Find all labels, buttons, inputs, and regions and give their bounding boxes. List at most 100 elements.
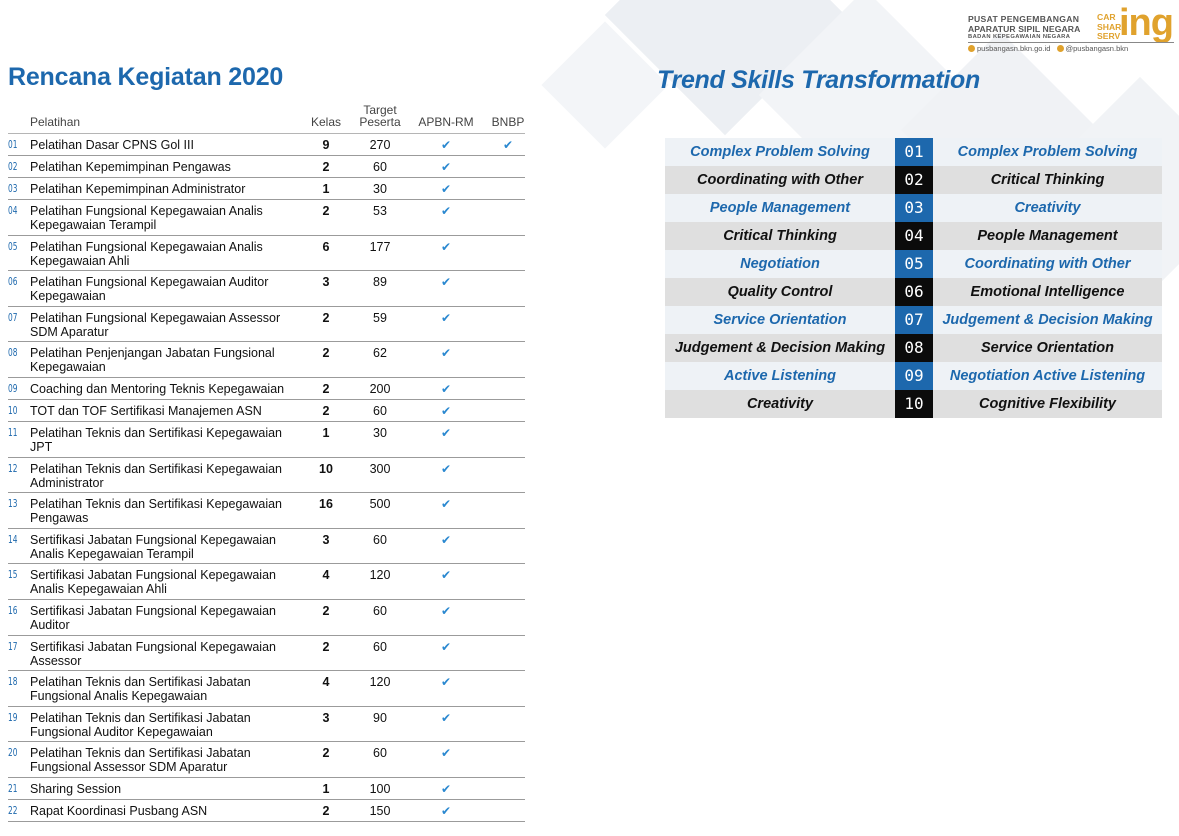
pelatihan-name-line1: Pelatihan Fungsional Kepegawaian Assesso…: [30, 310, 281, 325]
kelas-value: 2: [322, 204, 330, 218]
pelatihan-name-line1: Rapat Koordinasi Pusbang ASN: [30, 803, 208, 818]
logo-line3: BADAN KEPEGAWAIAN NEGARA: [968, 34, 1071, 40]
rank-number: 04: [895, 222, 933, 250]
kelas-value: 2: [322, 639, 330, 654]
skill-2020: Critical Thinking: [933, 166, 1162, 194]
target-value: 60: [373, 160, 387, 174]
pelatihan-name-line1: Pelatihan Teknis dan Sertifikasi Kepegaw…: [30, 461, 283, 476]
row-number: 05: [8, 239, 18, 253]
skill-2020: Negotiation Active Listening: [933, 362, 1162, 390]
header-bnbp: BNBP: [491, 115, 525, 129]
apbn-check-icon: ✔: [440, 381, 452, 396]
header-target: Target Peserta: [354, 104, 406, 128]
pelatihan-name-line2: Kepegawaian: [30, 289, 106, 304]
apbn-check-icon: ✔: [440, 497, 452, 512]
trend-row: Coordinating with Other 02 Critical Thinki…: [665, 166, 1162, 194]
target-value: 59: [373, 310, 387, 325]
target-value: 62: [373, 346, 387, 361]
apbn-check-icon: ✔: [440, 532, 452, 547]
pelatihan-name-line1: Pelatihan Teknis dan Sertifikasi Kepegaw…: [30, 425, 283, 440]
social-link[interactable]: @pusbangasn.bkn: [1065, 44, 1129, 53]
pelatihan-name-line2: Fungsional Analis Kepegawaian: [30, 689, 208, 704]
pelatihan-name: Pelatihan Dasar CPNS Gol III: [30, 138, 300, 152]
row-number: 12: [8, 461, 18, 475]
logo-stack-serv: SERV: [1097, 31, 1121, 42]
table-row: 18 Pelatihan Teknis dan Sertifikasi Jabat…: [8, 671, 525, 707]
kelas-value: 1: [322, 182, 330, 196]
trend-row: Creativity 10 Cognitive Flexibility: [665, 390, 1162, 418]
table-row: 16 Sertifikasi Jabatan Fungsional Kepegaw…: [8, 600, 525, 636]
target-value: 60: [373, 403, 387, 418]
pelatihan-name: Pelatihan Kepemimpinan Pengawas: [30, 160, 300, 174]
target-value: 100: [369, 781, 391, 796]
pelatihan-name-line2: JPT: [30, 439, 53, 454]
kelas-value: 4: [322, 568, 330, 583]
row-number: 16: [8, 603, 18, 617]
table-row: 01 Pelatihan Dasar CPNS Gol III 9 270 ✔ ✔: [8, 134, 525, 156]
row-number: 14: [8, 532, 18, 546]
apbn-check-icon: ✔: [440, 710, 452, 725]
rank-number: 01: [895, 138, 933, 166]
logo-links: pusbangasn.bkn.go.id @pusbangasn.bkn: [968, 44, 1128, 53]
pelatihan-name-line2: Kepegawaian Ahli: [30, 253, 130, 268]
kelas-value: 3: [322, 275, 330, 290]
pelatihan-name-line2: Analis Kepegawaian Terampil: [30, 546, 194, 561]
row-number: 03: [8, 182, 18, 195]
rank-number: 02: [895, 166, 933, 194]
pelatihan-name: Pelatihan Teknis dan Sertifikasi Kepegaw…: [30, 462, 300, 490]
target-value: 500: [369, 497, 391, 512]
row-number: 08: [8, 346, 18, 360]
kelas-value: 1: [322, 781, 330, 796]
target-value: 150: [369, 803, 391, 818]
pelatihan-name-line1: Pelatihan Teknis dan Sertifikasi Jabatan: [30, 746, 251, 761]
row-number: 18: [8, 675, 18, 689]
header-pelatihan: Pelatihan: [30, 115, 81, 129]
header-target-line1: Target: [363, 103, 397, 117]
row-number: 15: [8, 568, 18, 582]
target-value: 90: [373, 710, 387, 725]
target-value: 53: [373, 204, 387, 218]
logo-stack-car: CAR: [1097, 12, 1116, 22]
target-value: 200: [369, 381, 391, 396]
website-link[interactable]: pusbangasn.bkn.go.id: [977, 44, 1051, 53]
table-row: 02 Pelatihan Kepemimpinan Pengawas 2 60 ✔: [8, 156, 525, 178]
skill-2020: People Management: [933, 222, 1162, 250]
pelatihan-name-line1: Pelatihan Teknis dan Sertifikasi Jabatan: [30, 710, 251, 725]
apbn-check-icon: ✔: [440, 568, 452, 583]
table-row: 15 Sertifikasi Jabatan Fungsional Kepegaw…: [8, 564, 525, 600]
rencana-table: 01 Pelatihan Dasar CPNS Gol III 9 270 ✔ ✔ 02 Pe…: [8, 134, 525, 822]
table-row: 11 Pelatihan Teknis dan Sertifikasi Kepeg…: [8, 422, 525, 458]
skill-2015: Judgement & Decision Making: [665, 334, 895, 362]
skill-2015: Negotiation: [665, 250, 895, 278]
skill-2015: Service Orientation: [665, 306, 895, 334]
apbn-check-icon: ✔: [440, 310, 452, 325]
kelas-value: 3: [322, 532, 330, 547]
table-row: 12 Pelatihan Teknis dan Sertifikasi Kepeg…: [8, 458, 525, 494]
kelas-value: 2: [322, 310, 330, 325]
row-number: 01: [8, 138, 18, 151]
table-row: 13 Pelatihan Teknis dan Sertifikasi Kepeg…: [8, 493, 525, 529]
row-number: 10: [8, 403, 18, 417]
pelatihan-name: Coaching dan Mentoring Teknis Kepegawaia…: [30, 382, 300, 396]
table-row: 10 TOT dan TOF Sertifikasi Manajemen ASN 2…: [8, 400, 525, 422]
table-row: 20 Pelatihan Teknis dan Sertifikasi Jabat…: [8, 742, 525, 778]
rank-number: 06: [895, 278, 933, 306]
pelatihan-name: Pelatihan Teknis dan Sertifikasi Jabatan…: [30, 746, 300, 774]
table-header: Pelatihan Kelas Target Peserta APBN-RM B…: [8, 104, 525, 134]
skill-2015: Coordinating with Other: [665, 166, 895, 194]
pelatihan-name-line2: Assessor: [30, 653, 82, 668]
logo-ing: ing: [1119, 2, 1174, 44]
pelatihan-name-line1: Coaching dan Mentoring Teknis Kepegawaia…: [30, 381, 285, 396]
pelatihan-name: Pelatihan Fungsional Kepegawaian Analis K…: [30, 240, 300, 268]
target-value: 60: [373, 532, 387, 547]
row-number: 17: [8, 639, 18, 653]
apbn-check-icon: ✔: [440, 204, 452, 218]
skill-2015: Complex Problem Solving: [665, 138, 895, 166]
apbn-check-icon: ✔: [440, 182, 452, 196]
skill-2015: Critical Thinking: [665, 222, 895, 250]
rank-number: 07: [895, 306, 933, 334]
table-row: 05 Pelatihan Fungsional Kepegawaian Anali…: [8, 236, 525, 272]
pelatihan-name: Pelatihan Teknis dan Sertifikasi Kepegaw…: [30, 497, 300, 525]
bnbp-check-icon: ✔: [502, 138, 514, 152]
row-number: 04: [8, 204, 18, 217]
